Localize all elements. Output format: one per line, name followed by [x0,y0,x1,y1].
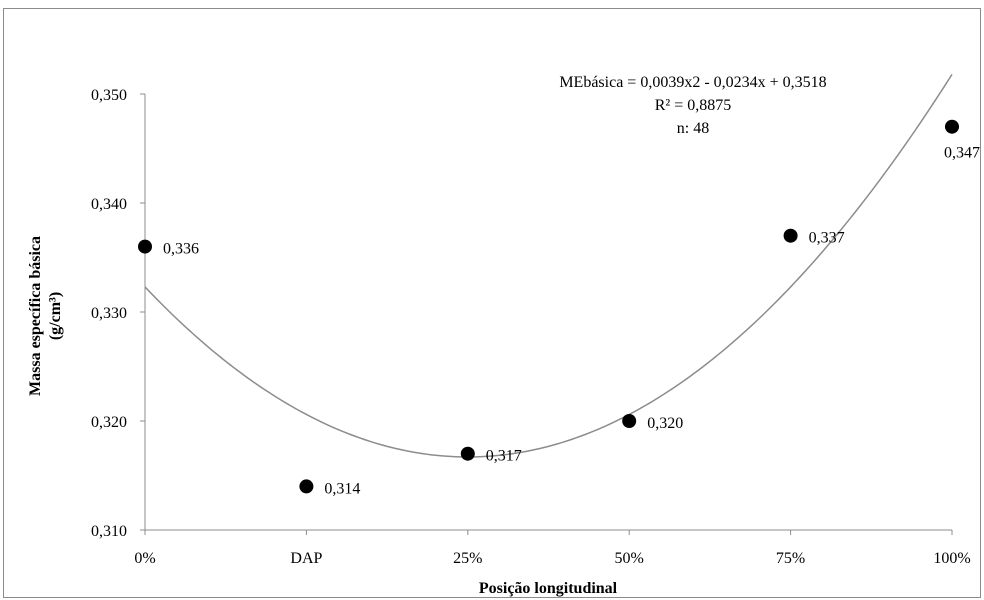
chart-frame [3,8,981,598]
r-squared-label: R² = 0,8875 [655,97,732,114]
data-label: 0,337 [809,230,845,247]
data-label: 0,314 [324,480,360,497]
data-label: 0,317 [486,448,522,465]
y-axis-title-line1: Massa específica básica [27,236,44,396]
y-tick-label: 0,330 [91,305,127,322]
y-tick-label: 0,320 [91,414,127,431]
x-tick-label: DAP [290,550,322,567]
y-tick-label: 0,340 [91,196,127,213]
x-tick-label: 0% [134,550,155,567]
y-tick-label: 0,310 [91,523,127,540]
data-point [945,119,959,134]
y-tick-label: 0,350 [91,87,127,104]
y-tick-labels: 0,310 0,320 0,330 0,340 0,350 [91,87,127,540]
x-tick-label: 100% [933,550,970,567]
equation-label: MEbásica = 0,0039x2 - 0,0234x + 0,3518 [559,74,826,91]
data-point [138,239,152,254]
y-axis-title: Massa específica básica (g/cm³) [27,236,64,396]
data-label: 0,336 [163,241,199,258]
data-point [299,479,314,494]
data-point [622,414,637,428]
x-axis-title: Posição longitudinal [479,580,618,597]
data-point [783,228,798,243]
data-label: 0,320 [647,415,683,432]
x-tick-label: 75% [776,550,805,567]
n-label: n: 48 [677,120,709,137]
trendline [144,73,953,458]
x-tick-labels: 0% DAP 25% 50% 75% 100% [134,550,970,567]
y-axis-title-line2: (g/cm³) [47,292,64,340]
axes [140,93,953,535]
data-points: 0,336 0,314 0,317 0,320 0,337 0,347 [138,119,980,497]
data-label: 0,347 [944,145,980,162]
x-tick-label: 25% [453,550,482,567]
data-point [460,446,475,461]
x-tick-label: 50% [615,550,644,567]
